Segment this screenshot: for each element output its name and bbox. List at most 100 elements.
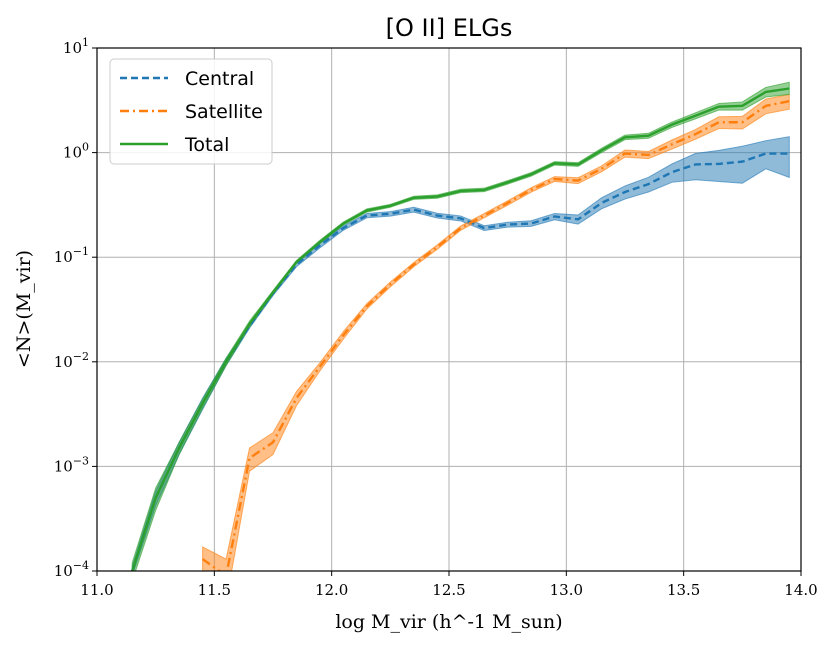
point-satellite: [553, 178, 555, 180]
point-satellite: [530, 189, 532, 191]
y-tick-label: 100: [63, 141, 89, 162]
x-axis-ticks: 11.0 11.5 12.0 12.5 13.0 13.5 14.0: [80, 571, 818, 599]
point-total: [295, 261, 297, 263]
point-satellite: [600, 168, 602, 170]
y-tick-label: 10−3: [54, 454, 89, 475]
point-central: [319, 244, 321, 246]
point-satellite: [436, 246, 438, 248]
legend: Central Satellite Total: [109, 58, 273, 165]
point-satellite: [765, 105, 767, 107]
point-central: [389, 213, 391, 215]
legend-frame: [109, 58, 273, 165]
point-central: [342, 227, 344, 229]
point-total: [178, 447, 180, 449]
y-tick-label: 101: [63, 36, 89, 57]
point-central: [671, 171, 673, 173]
point-total: [577, 163, 579, 165]
point-satellite: [741, 121, 743, 123]
band-central: [131, 136, 790, 571]
point-satellite: [272, 441, 274, 443]
point-central: [460, 217, 462, 219]
legend-label-central: Central: [185, 68, 254, 90]
point-total: [436, 195, 438, 197]
point-central: [530, 222, 532, 224]
point-satellite: [647, 154, 649, 156]
point-central: [765, 152, 767, 154]
x-tick-label: 12.0: [315, 581, 348, 599]
x-tick-label: 11.0: [80, 581, 113, 599]
point-total: [389, 205, 391, 207]
point-central: [741, 160, 743, 162]
point-total: [671, 123, 673, 125]
x-tick-label: 14.0: [784, 581, 817, 599]
series-lines: [131, 87, 790, 577]
y-tick-label: 10−1: [54, 245, 89, 266]
point-total: [225, 361, 227, 363]
point-central: [483, 227, 485, 229]
x-tick-label: 12.5: [432, 581, 465, 599]
point-total: [600, 149, 602, 151]
point-total: [741, 105, 743, 107]
point-total: [647, 135, 649, 137]
point-total: [272, 291, 274, 293]
legend-label-satellite: Satellite: [185, 101, 263, 123]
y-axis-label: <N>(M_vir): [13, 250, 35, 368]
point-satellite: [577, 179, 579, 181]
point-total: [530, 173, 532, 175]
point-satellite: [319, 365, 321, 367]
point-total: [765, 91, 767, 93]
point-central: [624, 191, 626, 193]
point-satellite: [506, 202, 508, 204]
chart-title: [O II] ELGs: [386, 14, 513, 42]
point-total: [154, 497, 156, 499]
point-total: [788, 87, 790, 89]
x-axis-label: log M_vir (h^-1 M_sun): [335, 611, 562, 633]
x-tick-label: 13.0: [550, 581, 583, 599]
y-axis-ticks: 10−4 10−3 10−2 10−1 100 101: [54, 36, 97, 580]
y-tick-label: 10−4: [54, 559, 89, 580]
point-satellite: [366, 305, 368, 307]
line-total: [131, 87, 790, 571]
point-total: [718, 105, 720, 107]
point-total: [694, 115, 696, 117]
point-satellite: [248, 457, 250, 459]
point-total: [366, 209, 368, 211]
point-satellite: [295, 397, 297, 399]
point-total: [248, 323, 250, 325]
point-central: [436, 214, 438, 216]
error-bands: [131, 81, 790, 571]
point-central: [506, 223, 508, 225]
point-satellite: [342, 334, 344, 336]
point-total: [460, 190, 462, 192]
point-total: [413, 197, 415, 199]
legend-label-total: Total: [184, 134, 229, 156]
point-satellite: [225, 575, 227, 577]
point-central: [577, 218, 579, 220]
point-satellite: [483, 214, 485, 216]
x-tick-label: 11.5: [198, 581, 231, 599]
point-central: [600, 202, 602, 204]
point-central: [647, 183, 649, 185]
point-total: [624, 136, 626, 138]
point-central: [718, 163, 720, 165]
point-total: [553, 162, 555, 164]
point-satellite: [389, 283, 391, 285]
point-total: [319, 241, 321, 243]
point-satellite: [671, 143, 673, 145]
point-total: [342, 222, 344, 224]
point-satellite: [413, 263, 415, 265]
line-satellite: [201, 100, 790, 571]
point-central: [553, 215, 555, 217]
point-central: [366, 214, 368, 216]
point-satellite: [694, 133, 696, 135]
point-central: [413, 208, 415, 210]
point-total: [506, 181, 508, 183]
x-tick-label: 13.5: [667, 581, 700, 599]
point-satellite: [788, 100, 790, 102]
point-total: [201, 402, 203, 404]
point-satellite: [624, 152, 626, 154]
band-total: [131, 81, 790, 571]
point-central: [788, 152, 790, 154]
point-total: [483, 189, 485, 191]
